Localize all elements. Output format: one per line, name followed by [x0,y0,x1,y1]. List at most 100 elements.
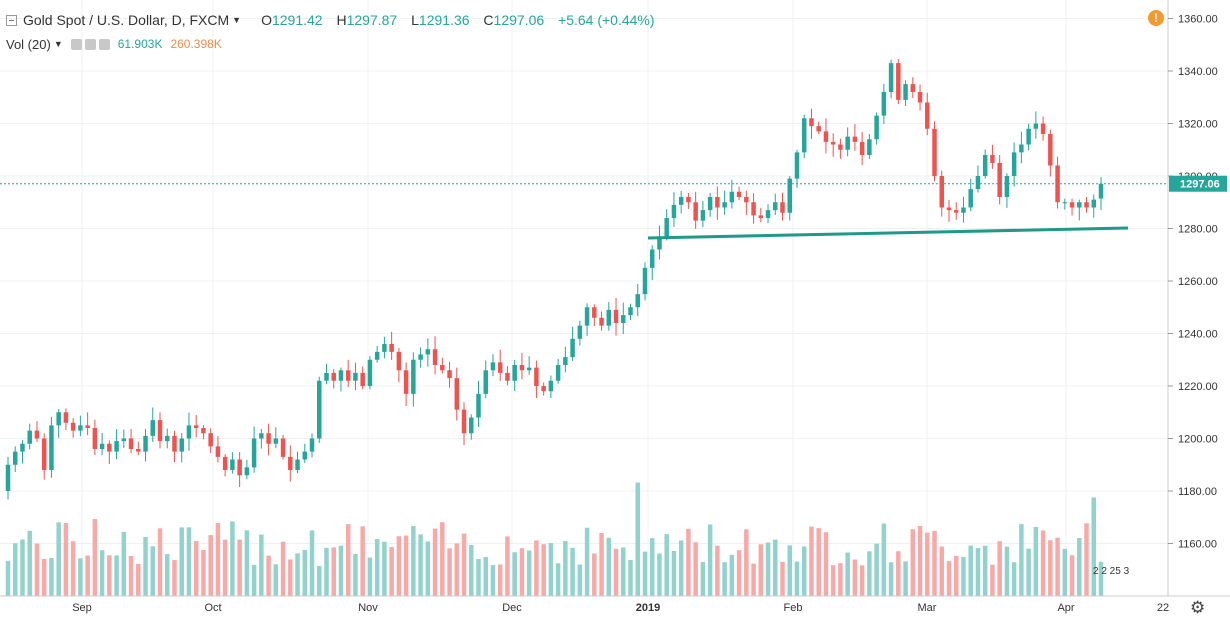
volume-bar [505,536,510,596]
candle-body [1033,123,1039,129]
candle-body [49,425,54,470]
volume-bar [722,562,727,596]
volume-bar [1019,524,1024,596]
candle-body [490,362,496,371]
candle-body [201,428,206,434]
volume-bar [592,553,597,596]
candle-body [34,430,40,439]
volume-bar [411,526,416,596]
volume-bar [541,544,546,596]
candle-body [99,443,105,449]
candle-body [5,464,11,491]
volume-bar [896,551,901,596]
candle-body [353,372,358,381]
candle-body [794,152,800,179]
candle-body [92,428,98,449]
candle-body [780,202,785,213]
support-trendline[interactable] [647,226,1129,240]
volume-bar [715,545,720,596]
volume-bar [128,555,134,596]
y-tick-label: 1340.00 [1178,66,1218,78]
candle-body [440,365,445,371]
volume-bar [845,552,850,596]
candle-body [259,433,264,439]
volume-ma-value: 260.398K [170,37,222,51]
symbol-title[interactable]: Gold Spot / U.S. Dollar, D, FXCM [23,12,230,28]
volume-bar [34,543,40,596]
eye-icon[interactable] [70,38,82,50]
x-tick-label: 2019 [636,602,660,614]
candle-body [736,191,742,197]
chevron-down-icon[interactable]: ▼ [232,15,242,25]
volume-bar [136,563,141,596]
candle-body [903,84,908,100]
chevron-down-icon[interactable]: ▼ [53,39,63,49]
candle-body [526,367,532,371]
volume-bar [41,558,47,596]
volume-bar [425,541,431,596]
candle-body [563,357,568,365]
last-price-text: 1297.06 [1180,179,1220,191]
time-axis[interactable]: Sep Oct Nov Dec 2019 Feb Mar Apr 22 [72,602,1169,614]
gear-icon[interactable]: ⚙ [1190,598,1206,617]
close-icon[interactable] [98,38,110,50]
candle-body [990,155,995,163]
y-tick-label: 1180.00 [1178,486,1217,498]
volume-bar [389,547,394,596]
settings-icon[interactable] [84,38,96,50]
volume-bar [367,557,373,596]
last-price-box [1169,175,1227,192]
candle-body [722,202,727,208]
candle-body [418,354,423,360]
candle-body [838,144,843,150]
volume-bar [237,539,242,596]
volume-bar [765,542,771,596]
volume-bar [867,551,872,596]
volume-bar [939,546,944,596]
price-axis[interactable]: 1360.001340.001320.001300.001280.001260.… [1168,14,1218,551]
candle-body [765,210,771,218]
x-tick-label: 22 [1157,602,1169,614]
volume-indicator-label[interactable]: Vol (20) [6,36,51,52]
candle-body [150,420,156,436]
candle-body [1091,199,1097,208]
candle-body [867,139,872,155]
x-tick-label: Nov [358,602,378,614]
volume-bar [454,543,460,596]
volume-bar [1084,523,1089,596]
candle-body [20,443,25,452]
candle-body [961,207,966,213]
candle-body [309,438,315,452]
chart-legend: Gold Spot / U.S. Dollar, D, FXCM ▼ O1291… [6,9,655,55]
warning-icon[interactable]: ! [1148,10,1164,26]
volume-bar [396,536,402,596]
volume-bar [519,548,525,596]
collapse-icon[interactable] [6,14,17,26]
candle-body [599,317,604,326]
candle-body [657,236,662,250]
volume-bar [794,561,800,596]
volume-bar [534,540,539,596]
y-tick-label: 1280.00 [1178,224,1218,236]
volume-bar [642,551,648,596]
volume-bar [736,550,742,596]
volume-bar [982,545,988,596]
events-badge[interactable]: 2 2 25 3 [1093,566,1130,577]
candle-body [953,210,959,213]
volume-bar [577,564,583,596]
volume-bar [925,532,930,596]
candle-body [251,438,257,468]
volume-bar [686,528,691,596]
volume-bar [910,529,916,596]
candle-body [939,176,944,208]
volume-bar [483,556,488,596]
candle-body [628,307,633,316]
volume-bar [92,519,98,596]
candle-body [606,309,612,326]
candle-body [317,380,322,439]
volume-bar [823,532,829,596]
volume-bar [678,540,684,596]
volume-bar [302,549,308,596]
candle-body [1069,202,1075,208]
